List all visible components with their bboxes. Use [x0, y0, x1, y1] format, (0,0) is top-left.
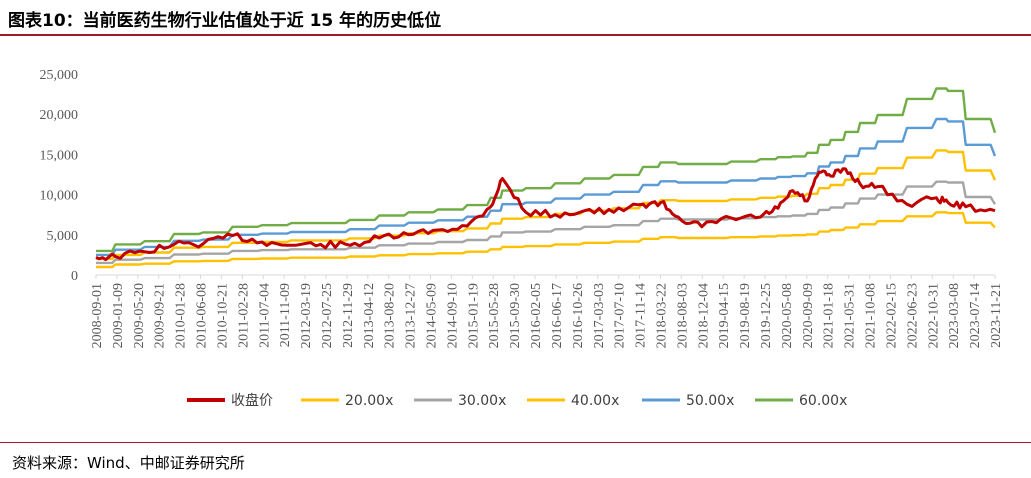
- x-tick-label: 2023-11-21: [989, 283, 1004, 348]
- x-tick-label: 2011-07-04: [257, 283, 272, 348]
- x-tick-label: 2009-09-21: [153, 283, 168, 348]
- x-tick-label: 2014-05-09: [425, 283, 440, 348]
- x-tick-label: 2015-09-30: [508, 283, 523, 348]
- x-tick-label: 2019-12-25: [759, 283, 774, 348]
- x-tick-label: 2021-01-18: [822, 283, 837, 348]
- x-tick-label: 2022-10-31: [926, 283, 941, 348]
- y-tick-label: 0: [71, 269, 78, 284]
- y-tick-label: 10,000: [40, 189, 79, 204]
- x-tick-label: 2020-09-09: [801, 283, 816, 348]
- x-tick-label: 2018-03-22: [654, 283, 669, 348]
- legend-label: 20.00x: [345, 393, 393, 409]
- series-line-20.00x: [96, 211, 996, 269]
- x-tick-label: 2016-06-17: [550, 283, 565, 348]
- legend-label: 收盘价: [231, 392, 273, 409]
- y-tick-label: 15,000: [40, 148, 79, 163]
- series-line-50.00x: [96, 117, 997, 257]
- series-layer: [95, 87, 997, 269]
- x-axis: 2008-09-01 2009-01-09 2009-05-20 2009-09-21…: [90, 274, 1004, 348]
- x-tick-label: 2022-06-23: [905, 283, 920, 348]
- series-line-30.00x: [96, 180, 997, 265]
- x-tick-label: 2012-11-29: [341, 283, 356, 348]
- x-tick-label: 2018-08-03: [675, 283, 690, 348]
- x-tick-label: 2018-12-04: [696, 283, 711, 348]
- line-chart: 0 5,000 10,000 15,000 20,000 25,000 2008-09-0…: [40, 68, 1005, 409]
- x-tick-label: 2013-04-12: [362, 283, 377, 348]
- x-tick-label: 2017-11-14: [634, 283, 649, 348]
- y-tick-label: 25,000: [40, 68, 79, 83]
- x-tick-label: 2010-06-08: [195, 283, 210, 348]
- x-tick-label: 2012-03-19: [299, 283, 314, 348]
- x-tick-label: 2023-03-08: [947, 283, 962, 348]
- x-tick-label: 2016-02-05: [529, 283, 544, 348]
- legend: 收盘价 20.00x 30.00x 40.00x 50.00x 60.00x: [187, 392, 847, 409]
- legend-label: 30.00x: [458, 393, 506, 409]
- y-tick-label: 5,000: [47, 229, 79, 244]
- x-tick-label: 2010-01-28: [174, 283, 189, 348]
- x-tick-label: 2009-01-09: [111, 283, 126, 348]
- series-line-收盘价: [95, 167, 996, 262]
- x-tick-label: 2021-05-31: [843, 283, 858, 348]
- x-tick-label: 2017-03-03: [592, 283, 607, 348]
- series-line-60.00x: [96, 87, 997, 253]
- source-divider: [0, 442, 1031, 443]
- legend-label: 40.00x: [571, 393, 619, 409]
- y-axis: 0 5,000 10,000 15,000 20,000 25,000: [40, 68, 79, 284]
- legend-label: 60.00x: [799, 393, 847, 409]
- x-tick-label: 2010-10-21: [215, 283, 230, 348]
- x-tick-label: 2023-07-14: [968, 283, 983, 348]
- x-tick-label: 2011-11-09: [278, 283, 293, 347]
- title-divider: [0, 34, 1031, 36]
- legend-label: 50.00x: [686, 393, 734, 409]
- x-tick-label: 2016-10-26: [571, 283, 586, 348]
- source-note: 资料来源：Wind、中邮证券研究所: [12, 454, 245, 472]
- x-tick-label: 2009-05-20: [132, 283, 147, 348]
- x-tick-label: 2013-08-20: [383, 283, 398, 348]
- x-tick-label: 2011-02-28: [236, 283, 251, 348]
- figure-title: 图表10：当前医药生物行业估值处于近 15 年的历史低位: [8, 11, 442, 31]
- x-tick-label: 2019-04-15: [717, 283, 732, 348]
- x-tick-label: 2015-05-28: [487, 283, 502, 348]
- x-tick-label: 2013-12-27: [404, 283, 419, 348]
- x-tick-label: 2012-07-25: [320, 283, 335, 348]
- x-tick-label: 2008-09-01: [90, 283, 105, 348]
- series-line-40.00x: [96, 149, 997, 261]
- x-tick-label: 2017-07-10: [613, 283, 628, 348]
- y-tick-label: 20,000: [40, 108, 79, 123]
- x-tick-label: 2019-08-19: [738, 283, 753, 348]
- x-tick-label: 2014-09-10: [445, 283, 460, 348]
- x-tick-label: 2015-01-19: [466, 283, 481, 348]
- x-tick-label: 2021-10-08: [864, 283, 879, 348]
- x-tick-label: 2022-02-15: [884, 283, 899, 348]
- x-tick-label: 2020-05-08: [780, 283, 795, 348]
